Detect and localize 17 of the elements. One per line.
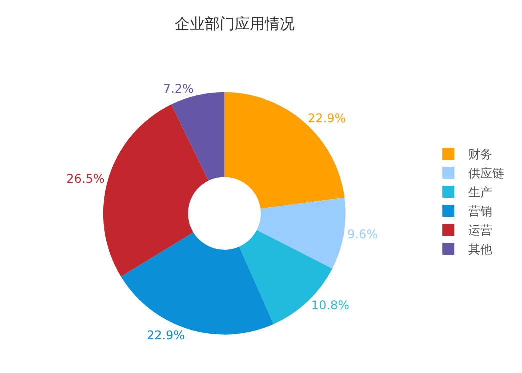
legend-label: 运营 bbox=[468, 224, 493, 238]
data-label: 22.9% bbox=[308, 112, 346, 126]
donut-slice bbox=[104, 104, 209, 277]
data-label: 26.5% bbox=[66, 172, 105, 186]
legend-label: 营销 bbox=[468, 204, 493, 219]
legend-label: 财务 bbox=[468, 148, 493, 162]
donut-slice bbox=[256, 198, 346, 269]
donut-slice bbox=[172, 92, 225, 181]
legend-label: 供应链 bbox=[468, 166, 505, 181]
data-label: 9.6% bbox=[348, 227, 378, 242]
data-label: 10.8% bbox=[311, 298, 350, 312]
chart-title: 企业部门应用情况 bbox=[174, 15, 295, 34]
legend-label: 生产 bbox=[468, 186, 493, 200]
data-label: 22.9% bbox=[146, 328, 186, 343]
donut-slice bbox=[224, 92, 345, 209]
data-label: 7.2% bbox=[163, 82, 194, 96]
legend-label: 其他 bbox=[468, 242, 493, 257]
